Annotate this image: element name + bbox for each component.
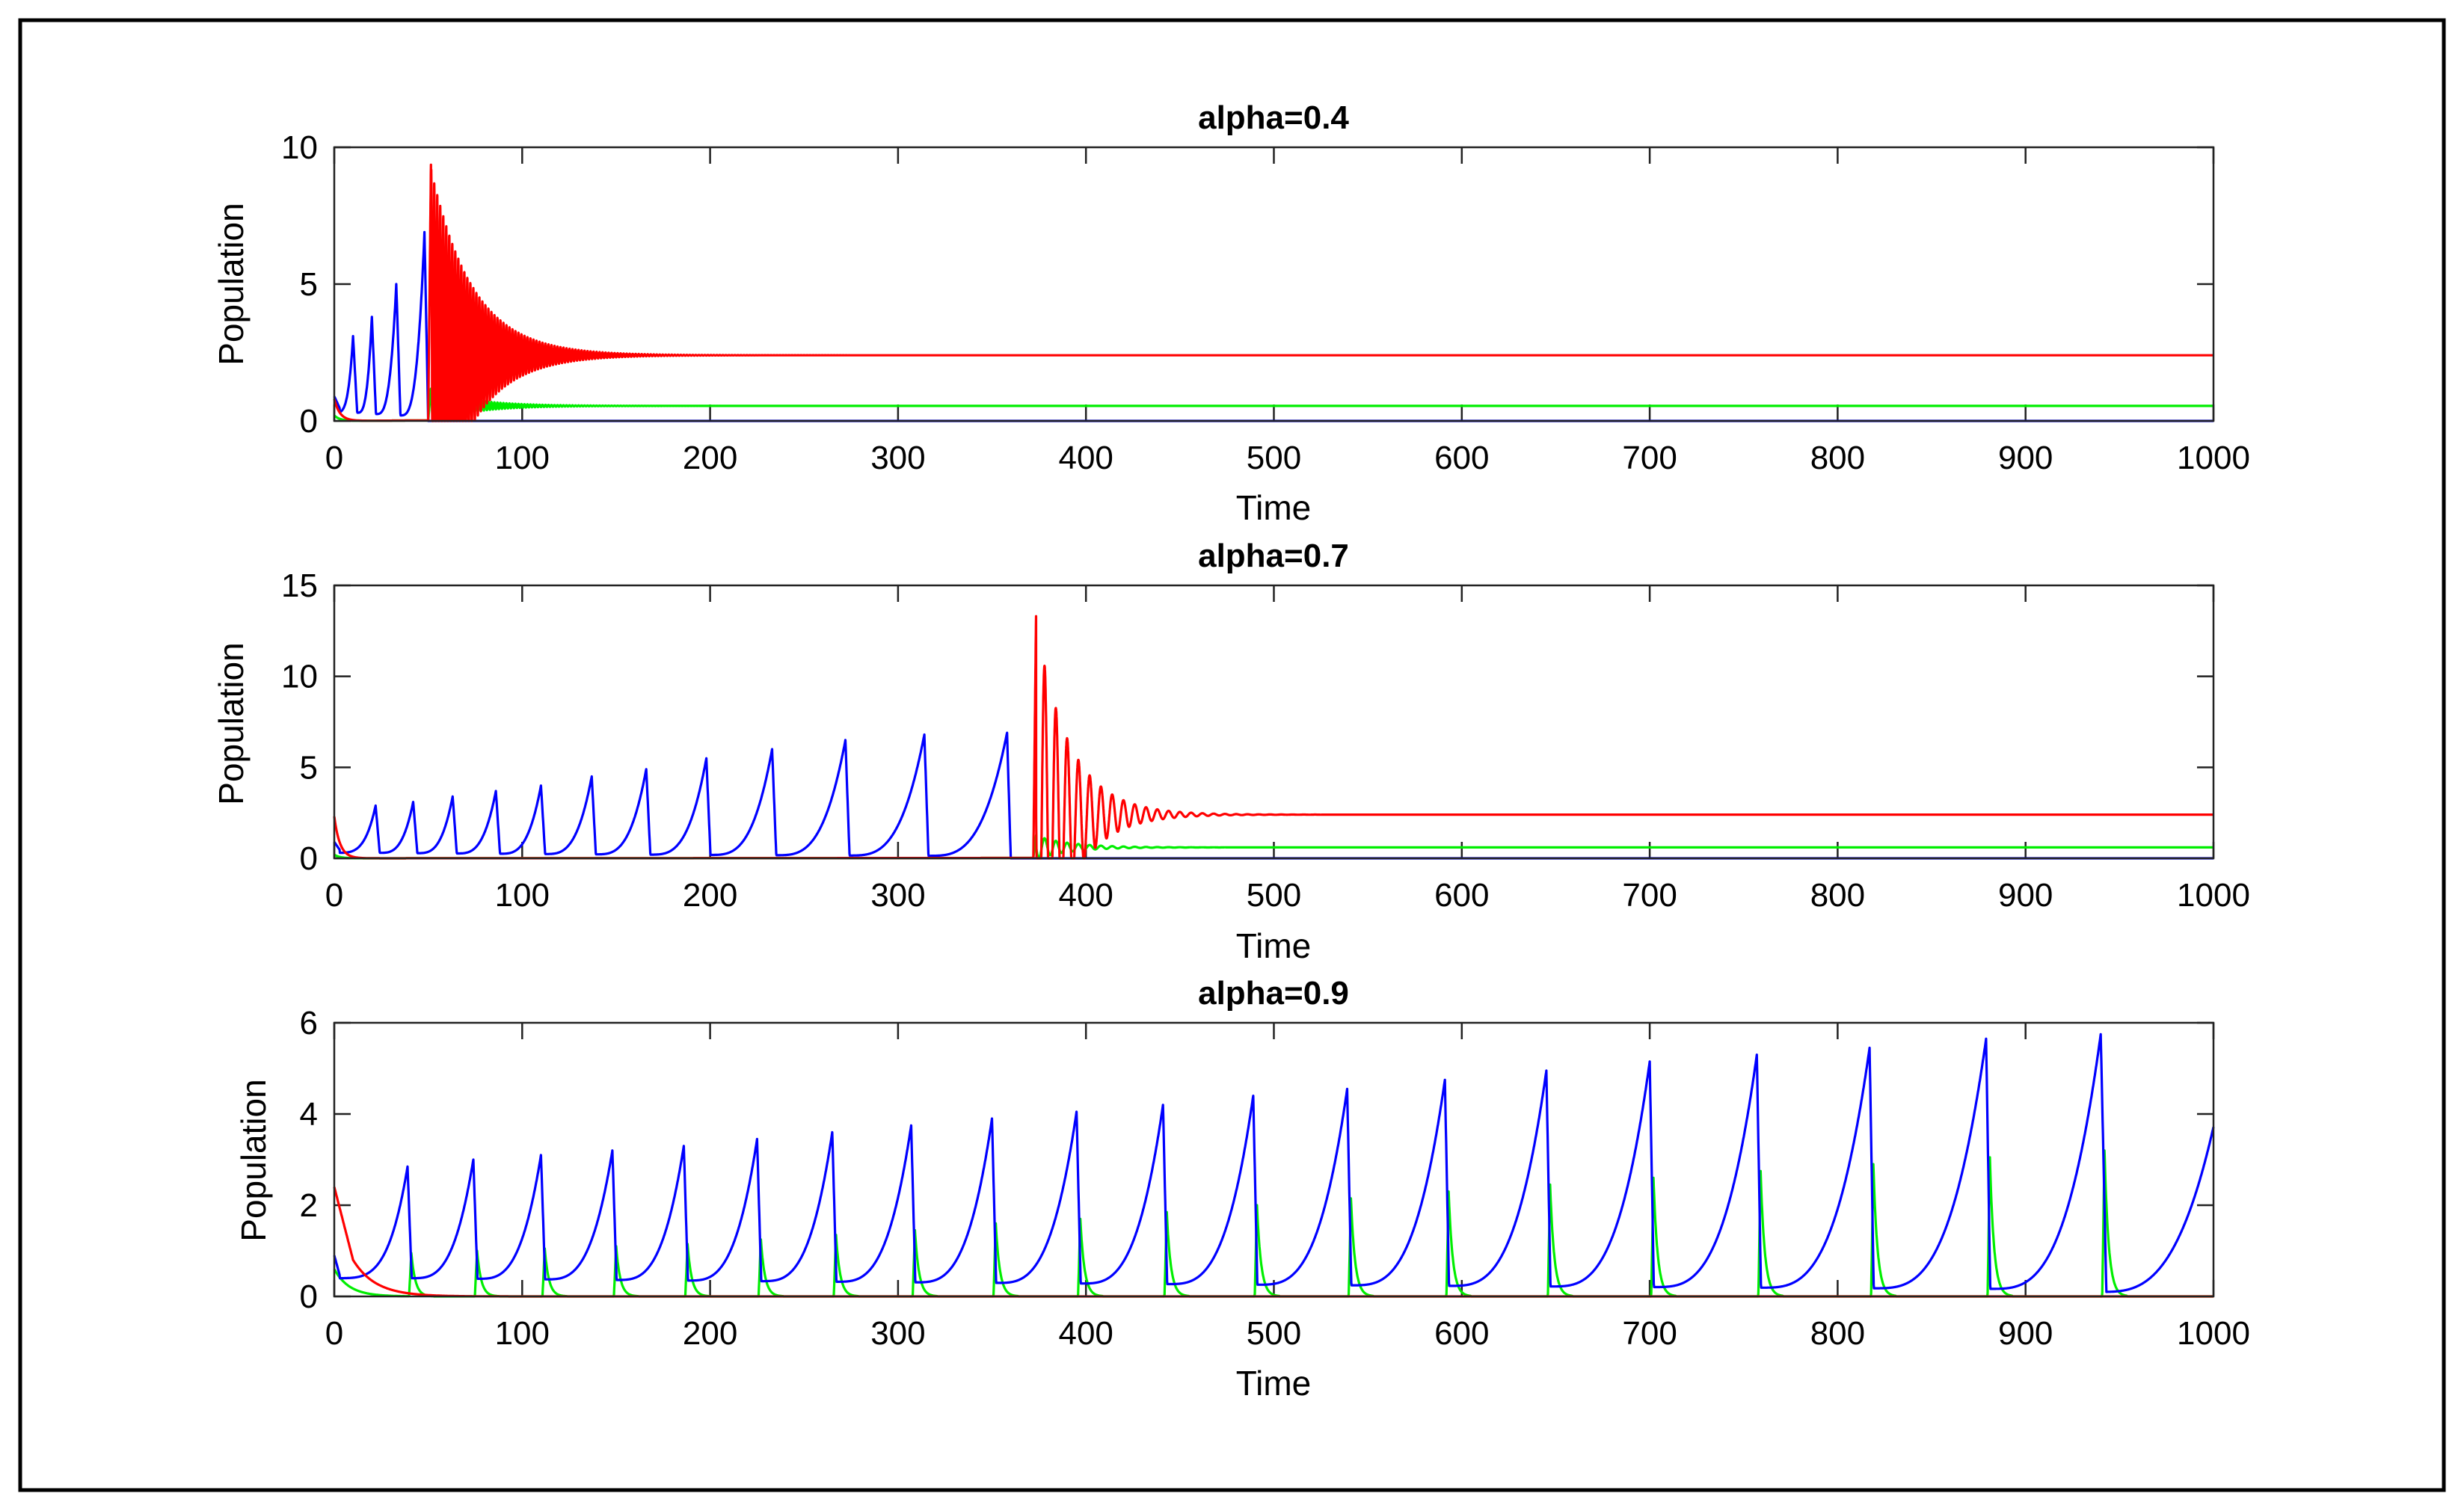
panel-1-ylabel: Population [212, 203, 251, 365]
x-tick-label: 0 [325, 440, 343, 476]
x-tick-label: 200 [683, 877, 737, 914]
panel-3-title: alpha=0.9 [1198, 975, 1349, 1012]
y-tick-label: 10 [281, 659, 318, 695]
series-line-red [333, 163, 2215, 422]
y-tick-label: 5 [300, 749, 318, 786]
x-tick-label: 900 [1998, 1315, 2053, 1352]
panel-1-plot-box [333, 146, 2215, 422]
x-tick-label: 400 [1058, 1315, 1113, 1352]
x-tick-label: 200 [683, 1315, 737, 1352]
x-tick-label: 200 [683, 440, 737, 476]
x-tick-label: 0 [325, 1315, 343, 1352]
panel-1-tick-labels: 0 100 200 300 400 500 600 700 800 900 1000 0 5 10 [281, 129, 2250, 476]
series-line-green [333, 387, 2215, 422]
x-tick-label: 300 [870, 877, 925, 914]
x-tick-label: 600 [1434, 440, 1489, 476]
panel-1-title: alpha=0.4 [1198, 99, 1349, 136]
x-tick-label: 600 [1434, 1315, 1489, 1352]
figure-frame [18, 18, 2446, 1492]
y-tick-label: 15 [281, 567, 318, 604]
y-tick-label: 5 [300, 266, 318, 303]
x-tick-label: 1000 [2177, 877, 2250, 914]
x-tick-label: 500 [1247, 440, 1301, 476]
x-tick-label: 1000 [2177, 1315, 2250, 1352]
x-tick-label: 700 [1622, 1315, 1677, 1352]
x-tick-label: 600 [1434, 877, 1489, 914]
x-tick-label: 900 [1998, 877, 2053, 914]
panel-2-title: alpha=0.7 [1198, 538, 1349, 574]
panel-1-xlabel: Time [1236, 488, 1312, 527]
x-tick-label: 0 [325, 877, 343, 914]
x-tick-label: 800 [1810, 1315, 1865, 1352]
x-tick-label: 500 [1247, 1315, 1301, 1352]
y-tick-label: 0 [300, 840, 318, 877]
x-tick-label: 800 [1810, 440, 1865, 476]
panel-2-xlabel: Time [1236, 926, 1312, 965]
panel-2: alpha=0.7 Population Time 0 100 200 300 400 5… [212, 538, 2250, 965]
x-tick-label: 300 [870, 1315, 925, 1352]
panel-3: alpha=0.9 Population Time 0 100 200 300 400 5… [234, 975, 2250, 1403]
x-tick-label: 1000 [2177, 440, 2250, 476]
x-tick-label: 100 [495, 1315, 550, 1352]
x-tick-label: 400 [1058, 877, 1113, 914]
x-tick-label: 500 [1247, 877, 1301, 914]
panel-1: alpha=0.4 Population Time 0 100 200 300 400 5… [212, 99, 2250, 527]
x-tick-label: 700 [1622, 877, 1677, 914]
y-tick-label: 10 [281, 129, 318, 166]
x-tick-label: 100 [495, 440, 550, 476]
series-line-blue [333, 1033, 2215, 1293]
x-tick-label: 800 [1810, 877, 1865, 914]
x-tick-label: 900 [1998, 440, 2053, 476]
y-tick-label: 4 [300, 1096, 318, 1133]
panel-3-plot-box [333, 1021, 2215, 1298]
panel-2-plot-box [333, 584, 2215, 860]
panel-2-ylabel: Population [212, 642, 251, 804]
x-tick-label: 700 [1622, 440, 1677, 476]
panel-3-ylabel: Population [234, 1079, 273, 1241]
panel-2-tick-labels: 0 100 200 300 400 500 600 700 800 900 1000 0 5 10 15 [281, 567, 2250, 914]
x-tick-label: 400 [1058, 440, 1113, 476]
x-tick-label: 100 [495, 877, 550, 914]
y-tick-label: 2 [300, 1187, 318, 1224]
y-tick-label: 6 [300, 1005, 318, 1041]
y-tick-label: 0 [300, 1278, 318, 1315]
x-tick-label: 300 [870, 440, 925, 476]
panel-3-tick-labels: 0 100 200 300 400 500 600 700 800 900 1000 0 2 4 6 [300, 1005, 2250, 1352]
panel-3-xlabel: Time [1236, 1364, 1312, 1403]
y-tick-label: 0 [300, 403, 318, 440]
